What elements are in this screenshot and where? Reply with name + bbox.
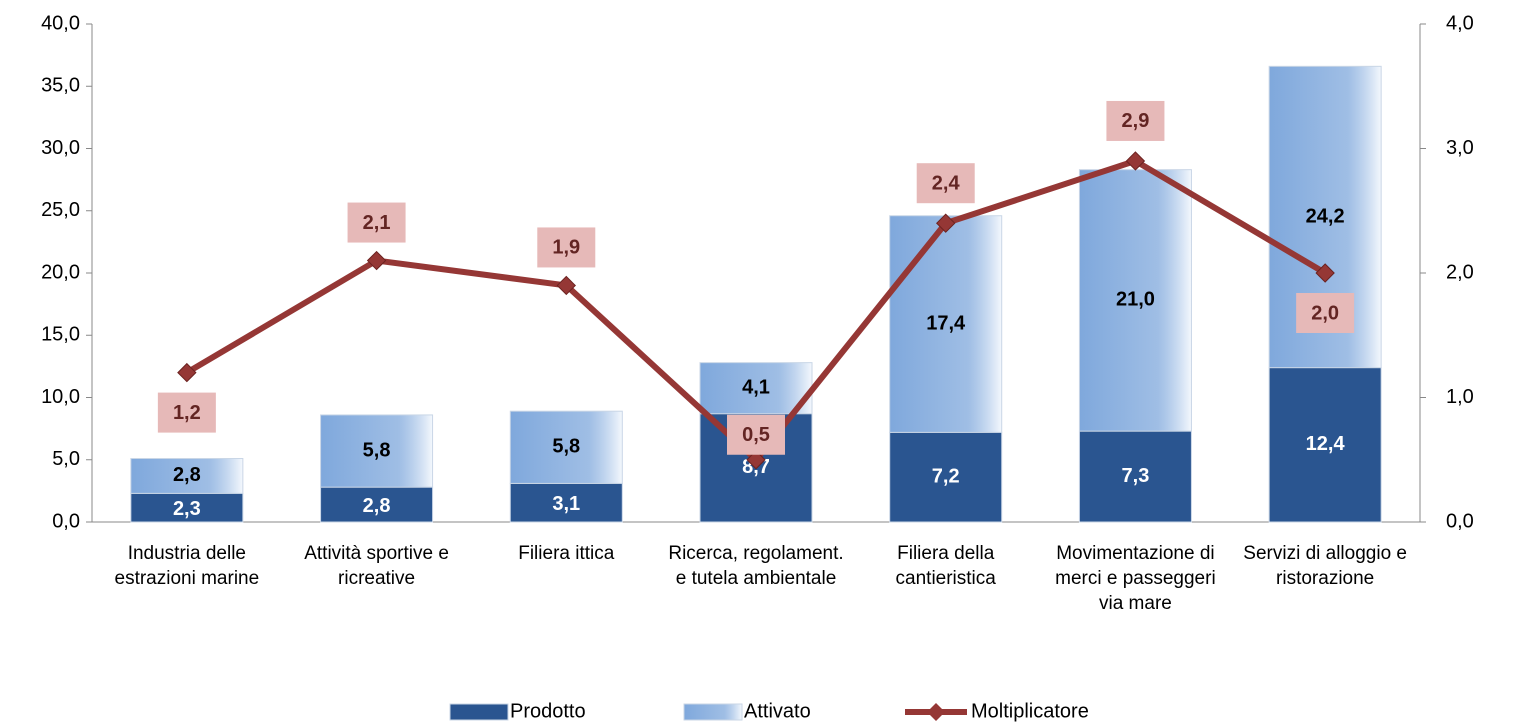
bar-segment bbox=[699, 362, 813, 415]
data-label: 3,1 bbox=[552, 493, 580, 515]
y2-tick-label: 1,0 bbox=[1446, 386, 1474, 408]
data-label: 0,5 bbox=[742, 424, 770, 446]
bar-segment bbox=[509, 410, 623, 484]
data-label: 5,8 bbox=[363, 439, 391, 461]
data-label: 24,2 bbox=[1306, 205, 1345, 227]
bar-segment bbox=[130, 492, 244, 523]
y2-tick-label: 2,0 bbox=[1446, 261, 1474, 283]
x-tick-label: Movimentazione di merci e passeggeri via… bbox=[1055, 543, 1216, 614]
bar-segment bbox=[509, 482, 623, 523]
y-tick-label: 20,0 bbox=[41, 261, 80, 283]
data-label-box bbox=[537, 227, 596, 268]
data-label: 12,4 bbox=[1306, 433, 1346, 455]
y-tick-label: 15,0 bbox=[41, 324, 80, 346]
bar-segment bbox=[130, 458, 244, 494]
bar-segment bbox=[320, 486, 434, 523]
data-label: 2,0 bbox=[1311, 302, 1339, 324]
legend-label: Attivato bbox=[744, 700, 811, 722]
data-label-box bbox=[727, 414, 785, 455]
marker bbox=[366, 250, 387, 271]
legend-swatch bbox=[449, 703, 509, 721]
y-tick-label: 0,0 bbox=[52, 510, 80, 532]
legend-label: Prodotto bbox=[510, 700, 586, 722]
bar-segment bbox=[889, 215, 1003, 433]
data-label: 7,2 bbox=[932, 465, 960, 487]
marker bbox=[556, 275, 576, 296]
x-tick-label: Servizi di alloggio e ristorazione bbox=[1243, 543, 1407, 589]
data-label: 2,3 bbox=[173, 498, 201, 520]
y-tick-label: 25,0 bbox=[41, 199, 80, 221]
y-tick-label: 5,0 bbox=[52, 448, 80, 470]
bar-segment bbox=[889, 431, 1003, 523]
data-label-box bbox=[1296, 293, 1355, 333]
marker bbox=[1315, 263, 1335, 283]
data-label: 17,4 bbox=[926, 312, 966, 334]
x-tick-label: Filiera della cantieristica bbox=[895, 543, 996, 589]
bar-segment bbox=[1078, 430, 1192, 523]
data-label-box bbox=[1106, 100, 1165, 141]
data-label-box bbox=[157, 392, 216, 433]
data-label-box bbox=[347, 202, 406, 243]
data-label-box bbox=[916, 163, 975, 204]
y-tick-label: 40,0 bbox=[41, 12, 80, 34]
x-tick-label: Ricerca, regolament. e tutela ambientale bbox=[668, 543, 844, 589]
y-tick-label: 30,0 bbox=[41, 137, 80, 159]
data-label: 1,9 bbox=[552, 237, 580, 259]
marker bbox=[1125, 151, 1146, 171]
y-tick-label: 35,0 bbox=[41, 75, 80, 97]
x-tick-label: Industria delle estrazioni marine bbox=[114, 543, 260, 589]
y2-tick-label: 0,0 bbox=[1446, 510, 1474, 532]
data-label: 2,8 bbox=[173, 464, 201, 486]
legend-label: Moltiplicatore bbox=[971, 700, 1089, 722]
marker bbox=[177, 362, 197, 383]
data-label: 1,2 bbox=[173, 402, 201, 424]
legend-swatch bbox=[683, 703, 743, 721]
data-label: 2,4 bbox=[932, 172, 961, 194]
legend-marker bbox=[927, 703, 945, 721]
marker bbox=[746, 450, 766, 470]
data-label: 5,8 bbox=[552, 436, 580, 458]
y2-tick-label: 4,0 bbox=[1446, 12, 1474, 34]
data-label: 21,0 bbox=[1116, 289, 1155, 311]
x-tick-label: Filiera ittica bbox=[518, 543, 615, 564]
data-label: 2,8 bbox=[363, 495, 391, 517]
data-label: 2,9 bbox=[1122, 110, 1150, 132]
bar-segment bbox=[320, 414, 434, 488]
data-label: 2,1 bbox=[363, 212, 391, 234]
y-tick-label: 10,0 bbox=[41, 386, 80, 408]
data-label: 7,3 bbox=[1122, 465, 1150, 487]
marker bbox=[936, 213, 956, 233]
y2-tick-label: 3,0 bbox=[1446, 137, 1474, 159]
x-tick-label: Attività sportive e ricreative bbox=[304, 543, 449, 589]
data-label: 4,1 bbox=[742, 376, 770, 398]
